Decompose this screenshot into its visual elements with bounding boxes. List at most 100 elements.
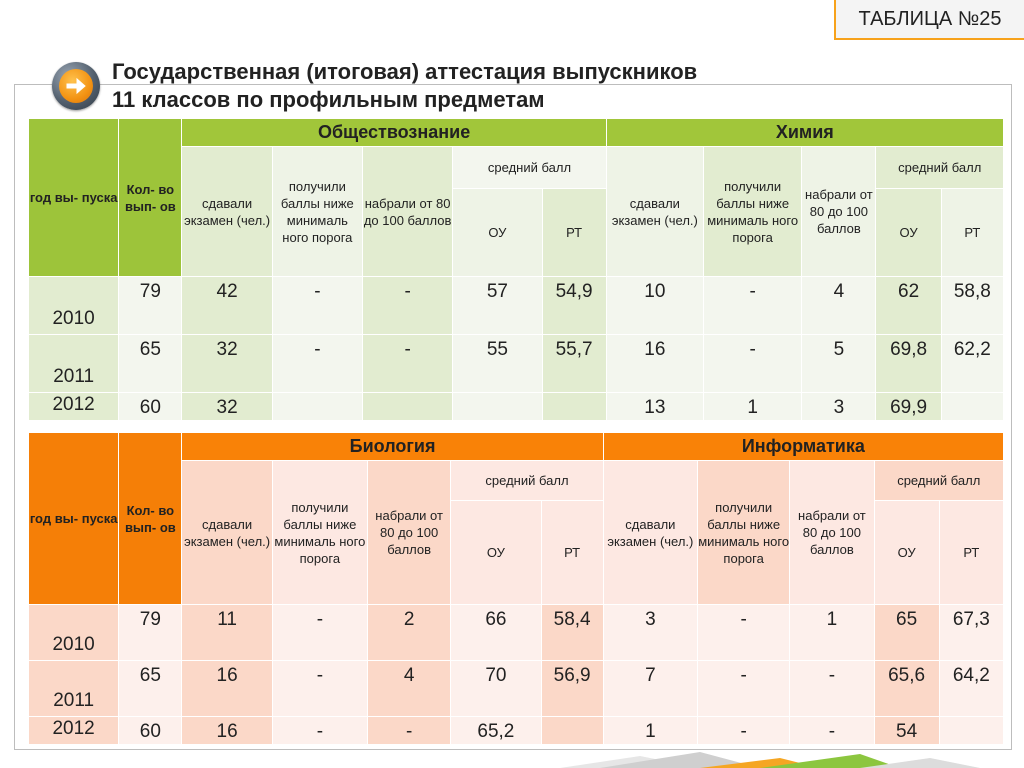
header-below-min: получили баллы ниже минималь ного порога [702, 146, 803, 277]
header-below-min: получили баллы ниже минималь ного порога [271, 460, 369, 605]
header-below-min: получили баллы ниже минималь ного порога [271, 146, 363, 277]
header-graduates-count: Кол- во вып- ов [118, 118, 183, 277]
data-cell: - [361, 276, 454, 335]
header-year: год вы- пуска [27, 118, 120, 277]
data-cell: 58,4 [540, 604, 604, 661]
data-cell: 1 [602, 716, 699, 745]
year-cell: 2011 [27, 334, 120, 393]
table-row: 2010 79 42 - - 57 54,9 10 - 4 62 58,8 [27, 276, 1005, 335]
data-cell: - [696, 716, 791, 745]
data-cell: 70 [450, 660, 542, 717]
year-cell: 2011 [27, 660, 120, 717]
data-cell: 42 [181, 276, 273, 335]
header-ou: ОУ [873, 500, 940, 605]
content-frame [14, 84, 1012, 750]
data-cell [361, 392, 454, 421]
title-line-1: Государственная (итоговая) аттестация вы… [112, 59, 698, 84]
data-cell: - [789, 660, 875, 717]
data-cell: - [361, 334, 454, 393]
data-cell: - [702, 276, 803, 335]
year-cell: 2010 [27, 276, 120, 335]
header-average-score: средний балл [452, 146, 607, 189]
count-cell: 79 [118, 604, 183, 661]
count-cell: 65 [118, 334, 183, 393]
header-ou: ОУ [450, 500, 542, 605]
data-cell: 16 [605, 334, 704, 393]
data-cell: - [271, 604, 369, 661]
next-arrow-button[interactable] [52, 62, 100, 110]
data-cell: 1 [789, 604, 875, 661]
data-cell: 16 [181, 716, 273, 745]
data-cell: 64,2 [938, 660, 1005, 717]
header-80-100: набрали от 80 до 100 баллов [361, 146, 454, 277]
header-rt: РТ [938, 500, 1005, 605]
count-cell: 60 [118, 716, 183, 745]
data-cell: - [271, 276, 363, 335]
header-took-exam: сдавали экзамен (чел.) [181, 460, 273, 605]
data-cell: 54 [873, 716, 940, 745]
data-cell: 69,9 [875, 392, 942, 421]
slide-number-badge: ТАБЛИЦА №25 [834, 0, 1024, 40]
data-cell: 55,7 [541, 334, 607, 393]
header-rt: РТ [540, 500, 604, 605]
header-rt: РТ [940, 188, 1005, 277]
data-cell [452, 392, 543, 421]
year-cell: 2012 [27, 392, 120, 421]
table-row: 2010 79 11 - 2 66 58,4 3 - 1 65 67,3 [27, 604, 1005, 661]
subject-header-biology: Биология [181, 432, 604, 461]
data-cell: - [366, 716, 452, 745]
data-cell [540, 716, 604, 745]
header-graduates-count: Кол- во вып- ов [118, 432, 183, 605]
data-cell: - [271, 660, 369, 717]
data-cell: 55 [452, 334, 543, 393]
data-cell: 65,2 [450, 716, 542, 745]
header-below-min: получили баллы ниже минималь ного порога [696, 460, 791, 605]
header-took-exam: сдавали экзамен (чел.) [181, 146, 273, 277]
data-cell: 5 [801, 334, 877, 393]
header-ou: ОУ [875, 188, 942, 277]
data-cell [271, 392, 363, 421]
data-cell: 65 [873, 604, 940, 661]
data-cell: 7 [602, 660, 699, 717]
data-cell: 3 [602, 604, 699, 661]
subject-header-social-studies: Обществознание [181, 118, 607, 147]
data-cell: 67,3 [938, 604, 1005, 661]
data-cell: - [271, 716, 369, 745]
results-table-social-chemistry: год вы- пуска Кол- во вып- ов Обществозн… [27, 118, 1005, 421]
count-cell: 60 [118, 392, 183, 421]
data-cell: 32 [181, 392, 273, 421]
data-cell: 69,8 [875, 334, 942, 393]
count-cell: 65 [118, 660, 183, 717]
page-title: Государственная (итоговая) аттестация вы… [112, 58, 872, 114]
data-cell: 58,8 [940, 276, 1005, 335]
data-cell: - [702, 334, 803, 393]
data-cell: 66 [450, 604, 542, 661]
data-cell: 57 [452, 276, 543, 335]
header-80-100: набрали от 80 до 100 баллов [801, 146, 877, 277]
header-average-score: средний балл [873, 460, 1005, 501]
subject-header-informatics: Информатика [602, 432, 1005, 461]
data-cell: 3 [801, 392, 877, 421]
data-cell: 56,9 [540, 660, 604, 717]
header-rt: РТ [541, 188, 607, 277]
table-row: 2012 60 32 13 1 3 69,9 [27, 392, 1005, 421]
data-cell [940, 392, 1005, 421]
title-line-2: 11 классов по профильным предметам [112, 87, 545, 112]
header-year: год вы- пуска [27, 432, 120, 605]
table-row: 2011 65 16 - 4 70 56,9 7 - - 65,6 64,2 [27, 660, 1005, 717]
data-cell: - [789, 716, 875, 745]
data-cell: 65,6 [873, 660, 940, 717]
data-cell [541, 392, 607, 421]
header-average-score: средний балл [875, 146, 1004, 189]
data-cell: 16 [181, 660, 273, 717]
decorative-ribbon [560, 752, 980, 768]
header-took-exam: сдавали экзамен (чел.) [602, 460, 699, 605]
header-80-100: набрали от 80 до 100 баллов [366, 460, 452, 605]
data-cell: 11 [181, 604, 273, 661]
data-cell: 62 [875, 276, 942, 335]
data-cell: - [696, 604, 791, 661]
data-cell: 54,9 [541, 276, 607, 335]
year-cell: 2012 [27, 716, 120, 745]
data-cell: 4 [366, 660, 452, 717]
data-cell [938, 716, 1005, 745]
